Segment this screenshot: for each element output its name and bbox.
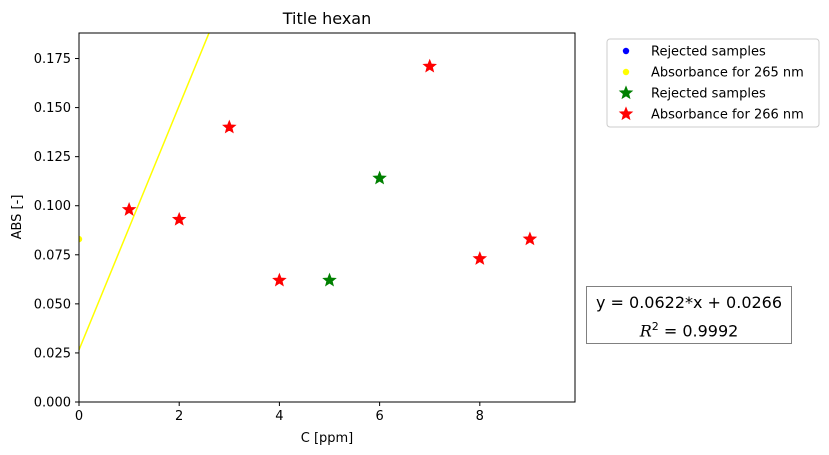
y-tick-label: 0.125 (34, 150, 71, 165)
data-point-series-1 (79, 235, 83, 243)
y-tick-label: 0.075 (34, 248, 71, 263)
chart-title: Title hexan (282, 9, 372, 28)
r-squared-text: R2 = 0.9992 (639, 320, 739, 341)
y-tick-label: 0.100 (34, 199, 71, 214)
legend-marker (622, 47, 630, 55)
legend-label: Rejected samples (651, 45, 766, 60)
y-axis-label: ABS [-] (10, 195, 25, 240)
data-point-series-2 (372, 170, 387, 185)
data-point-series-2 (322, 272, 337, 287)
data-point-series-3 (522, 231, 538, 246)
x-tick-label: 0 (75, 409, 83, 424)
y-tick-label: 0.025 (34, 346, 71, 361)
data-point-series-3 (222, 119, 237, 134)
data-point-series-3 (171, 211, 187, 226)
legend-label: Absorbance for 266 nm (651, 108, 804, 123)
legend-label: Absorbance for 265 nm (651, 66, 804, 81)
legend-label: Rejected samples (651, 87, 766, 102)
equation-annotation: y = 0.0622*x + 0.0266 R2 = 0.9992 (586, 286, 792, 344)
y-tick-label: 0.050 (34, 297, 71, 312)
plot-frame (78, 32, 576, 403)
x-tick-label: 8 (476, 409, 484, 424)
x-tick-label: 2 (175, 409, 183, 424)
y-tick-label: 0.175 (34, 52, 71, 67)
legend-marker (618, 85, 634, 100)
legend-frame (606, 38, 820, 128)
r-squared-value: = 0.9992 (663, 321, 739, 341)
x-tick-label: 4 (275, 409, 283, 424)
x-tick-label: 6 (375, 409, 383, 424)
legend-marker (618, 106, 634, 121)
data-point-series-3 (272, 272, 287, 287)
data-point-series-3 (422, 58, 437, 73)
regression-line (79, 33, 210, 351)
y-tick-label: 0.150 (34, 101, 71, 116)
data-point-series-3 (121, 202, 137, 216)
y-tick-label: 0.000 (34, 396, 71, 411)
x-axis-label: C [ppm] (301, 431, 354, 446)
data-point-series-3 (472, 251, 488, 265)
equation-text: y = 0.0622*x + 0.0266 (595, 293, 783, 312)
legend-marker (622, 68, 630, 76)
